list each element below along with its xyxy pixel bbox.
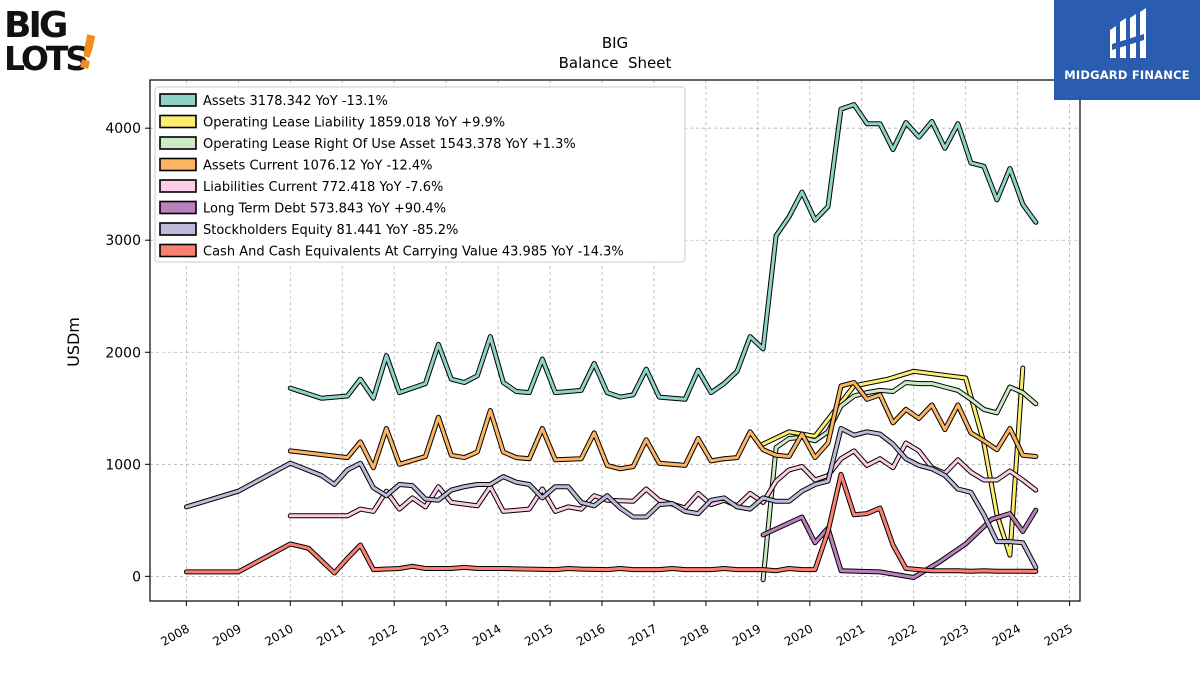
x-tick-label: 2021 (834, 621, 867, 648)
x-tick-label: 2011 (314, 621, 347, 648)
midgard-finance-logo: MIDGARD FINANCE (1054, 0, 1200, 100)
x-tick-label: 2012 (366, 621, 399, 648)
legend-swatch-operating-lease-liability (159, 114, 197, 129)
x-tick-label: 2014 (470, 621, 503, 648)
y-axis-label: USDm (64, 317, 83, 367)
legend-label-long-term-debt: Long Term Debt 573.843 YoY +90.4% (203, 202, 446, 217)
x-tick-label: 2018 (678, 621, 711, 648)
x-tick-label: 2020 (782, 621, 815, 648)
big-lots-logo-line1: BIG (4, 5, 66, 46)
legend: Assets 3178.342 YoY -13.1% Operating Leas… (154, 86, 686, 263)
legend-label-assets-current: Assets Current 1076.12 YoY -12.4% (203, 159, 433, 174)
legend-swatch-long-term-debt (159, 200, 197, 215)
x-tick-label: 2023 (938, 621, 971, 648)
legend-swatch-liabilities-current (159, 179, 197, 193)
legend-swatch-assets-current (159, 157, 197, 172)
x-tick-label: 2016 (574, 621, 607, 648)
x-tick-label: 2009 (210, 621, 243, 648)
series-line-operating-lease-right-of-use-asset (761, 381, 1038, 582)
big-lots-logo-line2: LOTS (4, 39, 87, 74)
series-line-stockholders-equity (184, 427, 1038, 569)
x-tick-label: 2025 (1042, 621, 1075, 648)
x-tick-label: 2017 (626, 621, 659, 648)
legend-box (154, 86, 686, 263)
x-tick-label: 2015 (522, 621, 555, 648)
midgard-finance-text: MIDGARD FINANCE (1064, 68, 1190, 82)
series-lines (183, 102, 1039, 583)
legend-label-liabilities-current: Liabilities Current 772.418 YoY -7.6% (203, 180, 443, 195)
midgard-emblem-icon (1110, 8, 1146, 58)
chart-subtitle: Balance Sheet (559, 54, 672, 72)
series-line-liabilities-current (288, 441, 1038, 518)
legend-label-assets: Assets 3178.342 YoY -13.1% (203, 94, 388, 109)
legend-label-operating-lease-liability: Operating Lease Liability 1859.018 YoY +… (203, 116, 505, 131)
legend-label-stockholders-equity: Stockholders Equity 81.441 YoY -85.2% (203, 223, 458, 238)
x-tick-label: 2024 (990, 621, 1023, 648)
x-tick-label: 2010 (262, 621, 295, 648)
x-tick-label: 2013 (418, 621, 451, 648)
chart-title: BIG (602, 34, 628, 52)
legend-swatch-cash-and-cash-equivalents-at-carrying-value (159, 243, 197, 258)
plot-frame (149, 79, 1081, 602)
x-tick-label: 2008 (158, 621, 191, 648)
y-tick-label: 0 (132, 569, 141, 585)
y-tick-label: 3000 (105, 233, 141, 249)
legend-swatch-assets (159, 93, 197, 107)
series-line-cash-and-cash-equivalents-at-carrying-value (184, 472, 1038, 575)
series-outline-cash-and-cash-equivalents-at-carrying-value (183, 471, 1039, 576)
y-tick-label: 4000 (105, 121, 141, 137)
legend-swatch-operating-lease-right-of-use-asset (159, 136, 197, 150)
series-line-operating-lease-liability (761, 366, 1025, 557)
x-tick-label: 2019 (730, 621, 763, 648)
series-line-assets (288, 103, 1038, 401)
legend-swatch-stockholders-equity (159, 222, 197, 236)
series-line-assets-current (288, 381, 1038, 471)
big-lots-logo: BIG LOTS ! (2, 4, 103, 81)
y-tick-label: 1000 (105, 457, 141, 473)
legend-label-cash-and-cash-equivalents-at-carrying-value: Cash And Cash Equivalents At Carrying Va… (203, 245, 624, 260)
series-line-long-term-debt (761, 508, 1038, 579)
x-tick-label: 2022 (886, 621, 919, 648)
y-tick-label: 2000 (105, 345, 141, 361)
legend-label-operating-lease-right-of-use-asset: Operating Lease Right Of Use Asset 1543.… (203, 137, 576, 152)
